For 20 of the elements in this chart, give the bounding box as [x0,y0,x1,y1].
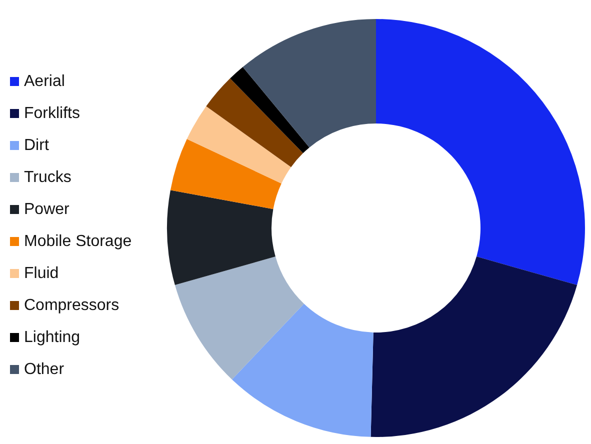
donut-slice [370,256,578,437]
legend-label: Aerial [24,73,65,90]
legend-label: Compressors [24,297,120,314]
legend-label: Trucks [24,169,72,186]
legend-label: Mobile Storage [24,233,132,250]
donut-slice [186,106,292,184]
legend-label: Other [24,361,65,378]
donut-slice [376,19,585,286]
legend-label: Forklifts [24,105,80,122]
donut-slice [242,19,376,148]
donut-slice [232,304,374,437]
donut-slice [170,139,282,210]
donut-slice [230,66,310,154]
legend-label: Power [24,201,70,218]
legend-label: Dirt [24,137,50,154]
donut-slice [206,78,304,168]
donut-slice [167,190,276,286]
donut-slice [174,256,304,380]
legend-label: Fluid [24,265,59,282]
legend-label: Lighting [24,329,80,346]
